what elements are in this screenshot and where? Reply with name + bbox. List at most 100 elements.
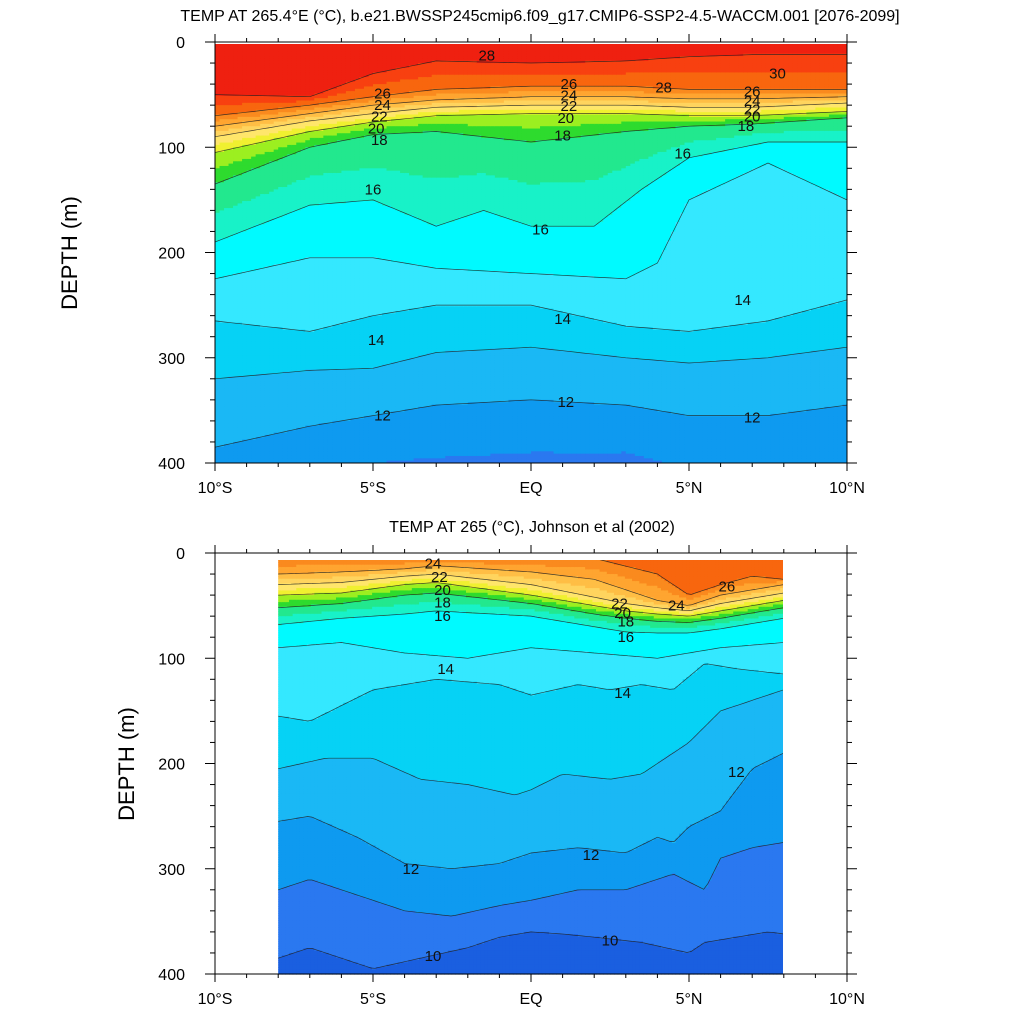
temperature-cell (260, 46, 266, 50)
temperature-cell (242, 170, 248, 174)
temperature-cell (273, 296, 279, 300)
temperature-cell (255, 402, 261, 406)
temperature-cell (251, 460, 257, 463)
temperature-cell (278, 93, 284, 97)
temperature-cell (246, 203, 252, 207)
temperature-cell (246, 341, 252, 345)
temperature-cell (273, 179, 279, 183)
temperature-cell (255, 446, 261, 450)
temperature-cell (273, 63, 279, 66)
temperature-cell (260, 100, 266, 104)
temperature-cell (273, 191, 279, 195)
temperature-cell (278, 325, 284, 328)
temperature-cell (260, 60, 266, 64)
temperature-cell (246, 205, 252, 209)
temperature-cell (242, 257, 248, 261)
temperature-cell (251, 360, 257, 364)
temperature-cell (260, 137, 266, 141)
temperature-cell (219, 60, 225, 64)
temperature-cell (255, 432, 261, 436)
temperature-cell (242, 448, 248, 452)
temperature-cell (264, 236, 270, 240)
temperature-cell (242, 301, 248, 305)
temperature-cell (273, 151, 279, 155)
temperature-cell (260, 170, 266, 174)
temperature-cell (215, 385, 221, 389)
temperature-cell (264, 413, 270, 417)
temperature-cell (255, 434, 261, 438)
temperature-cell (215, 266, 221, 270)
temperature-cell (264, 163, 270, 167)
temperature-cell (251, 189, 257, 193)
temperature-cell (233, 198, 239, 202)
temperature-cell (273, 137, 279, 141)
temperature-cell (224, 172, 230, 176)
temperature-cell (273, 348, 279, 352)
temperature-cell (264, 285, 270, 289)
temperature-cell (287, 282, 293, 286)
temperature-cell (237, 343, 243, 347)
temperature-cell (278, 81, 284, 85)
temperature-cell (215, 444, 221, 448)
temperature-cell (215, 420, 221, 424)
temperature-cell (251, 364, 257, 368)
temperature-cell (264, 409, 270, 413)
temperature-cell (237, 285, 243, 289)
temperature-cell (269, 425, 275, 429)
temperature-cell (278, 390, 284, 394)
temperature-cell (224, 364, 230, 368)
temperature-cell (255, 313, 261, 317)
temperature-cell (273, 95, 279, 99)
temperature-cell (237, 95, 243, 99)
temperature-cell (260, 217, 266, 221)
temperature-cell (219, 455, 225, 459)
temperature-cell (246, 102, 252, 106)
temperature-cell (269, 147, 275, 151)
temperature-cell (269, 334, 275, 338)
temperature-cell (287, 107, 293, 111)
temperature-cell (233, 306, 239, 310)
temperature-cell (237, 222, 243, 226)
temperature-cell (215, 458, 221, 462)
temperature-cell (273, 243, 279, 247)
temperature-cell (233, 458, 239, 462)
temperature-cell (255, 404, 261, 408)
temperature-cell (246, 292, 252, 296)
temperature-cell (237, 392, 243, 396)
temperature-cell (287, 306, 293, 310)
temperature-cell (228, 105, 234, 109)
temperature-cell (255, 343, 261, 347)
temperature-cell (237, 203, 243, 207)
temperature-cell (273, 261, 279, 265)
temperature-cell (269, 53, 275, 57)
temperature-cell (246, 257, 252, 261)
temperature-cell (242, 165, 248, 169)
temperature-cell (273, 341, 279, 345)
temperature-cell (255, 301, 261, 305)
temperature-cell (251, 418, 257, 422)
temperature-cell (219, 233, 225, 237)
temperature-cell (264, 170, 270, 174)
temperature-cell (246, 58, 252, 62)
temperature-cell (251, 70, 257, 74)
temperature-cell (255, 252, 261, 256)
temperature-cell (282, 299, 288, 303)
temperature-cell (215, 177, 221, 181)
temperature-cell (224, 439, 230, 443)
temperature-cell (228, 49, 234, 52)
temperature-cell (215, 287, 221, 291)
temperature-cell (260, 56, 266, 59)
temperature-cell (237, 441, 243, 445)
temperature-cell (233, 303, 239, 307)
temperature-cell (251, 184, 257, 188)
temperature-cell (269, 301, 275, 305)
temperature-cell (269, 149, 275, 153)
temperature-cell (255, 212, 261, 216)
temperature-cell (255, 142, 261, 146)
temperature-cell (264, 245, 270, 249)
temperature-cell (287, 266, 293, 270)
temperature-cell (282, 233, 288, 237)
temperature-cell (228, 212, 234, 216)
temperature-cell (228, 374, 234, 378)
temperature-cell (246, 158, 252, 162)
